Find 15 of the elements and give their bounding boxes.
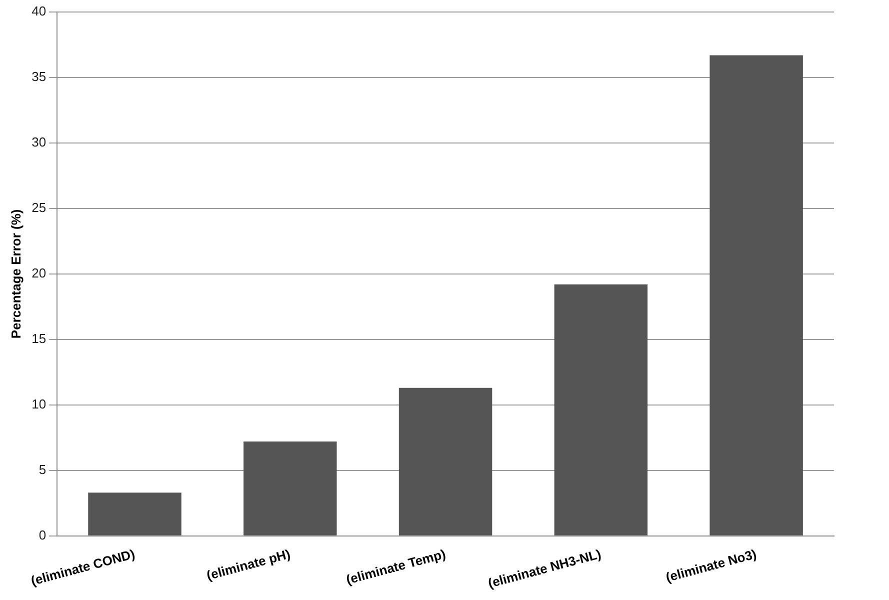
y-tick-label: 5 xyxy=(38,462,46,477)
y-tick-label: 25 xyxy=(32,200,46,216)
y-tick-label: 20 xyxy=(32,265,46,280)
bar xyxy=(554,284,648,536)
y-tick-label: 40 xyxy=(32,4,46,19)
y-tick-label: 10 xyxy=(32,396,46,412)
y-tick-label: 30 xyxy=(32,134,46,150)
y-tick-label: 0 xyxy=(38,527,46,542)
bar xyxy=(710,55,803,536)
bar xyxy=(88,492,182,536)
y-tick-label: 35 xyxy=(32,69,46,84)
y-axis-title: Percentage Error (%) xyxy=(8,209,24,339)
y-tick-label: 15 xyxy=(32,330,46,346)
bar xyxy=(398,388,492,536)
bar xyxy=(244,442,337,536)
